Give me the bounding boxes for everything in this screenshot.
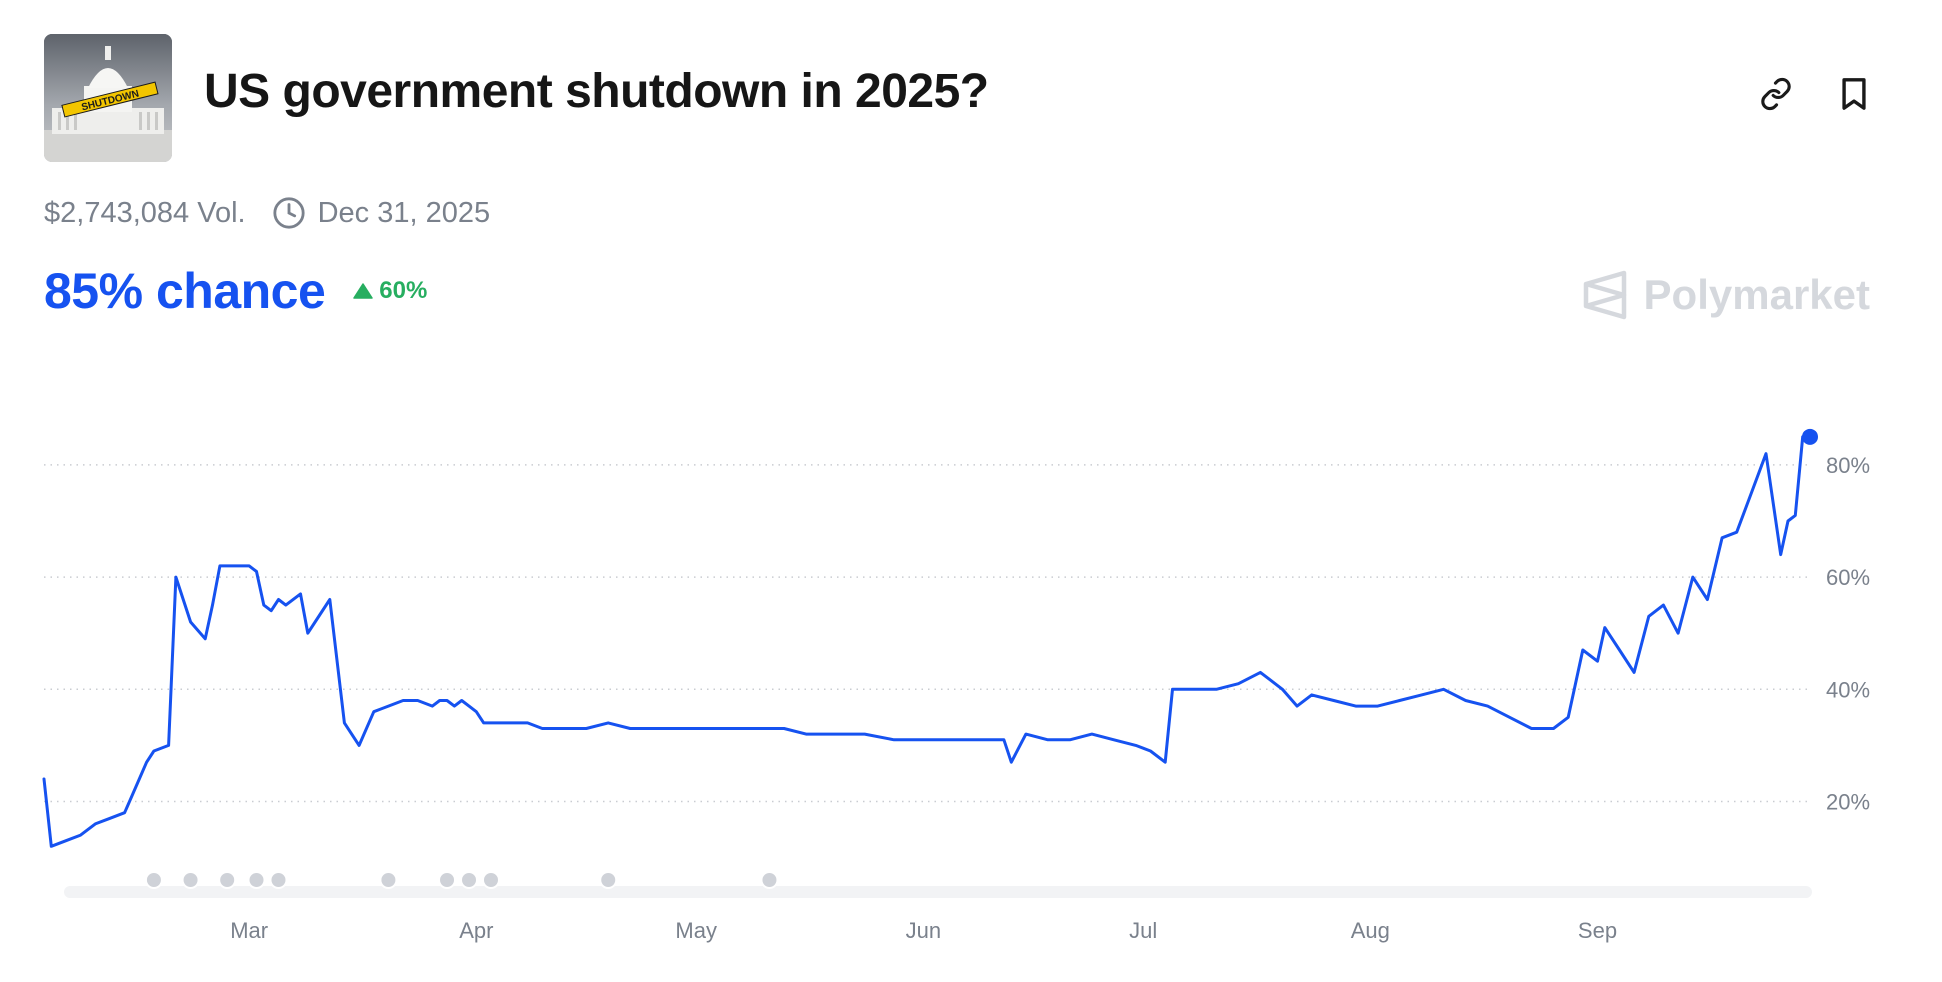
x-tick-label: Apr [459,918,493,943]
series-line [42,435,1812,848]
event-marker [218,871,237,889]
event-marker [438,871,457,889]
event-marker [144,871,163,889]
bookmark-button[interactable] [1834,74,1874,114]
triangle-up-icon [353,283,374,299]
market-meta: $2,743,084 Vol. Dec 31, 2025 [44,196,490,230]
x-tick-label: Sep [1578,918,1617,943]
x-tick-label: May [675,918,717,943]
capitol-image-icon: SHUTDOWN [44,34,172,162]
polymarket-logo-icon [1583,270,1626,320]
market-thumbnail: SHUTDOWN [44,34,172,162]
event-marker [599,871,618,889]
y-tick-label: 40% [1826,677,1870,702]
event-marker [460,871,479,889]
event-marker [247,871,266,889]
change-value: 60% [379,277,428,304]
header-actions [1756,74,1874,114]
end-date-label: Dec 31, 2025 [317,196,491,229]
link-icon [1761,77,1791,111]
market-title: US government shutdown in 2025? [204,65,989,118]
event-marker [760,871,779,889]
event-marker [481,871,500,889]
event-marker [379,871,398,889]
change-badge: 60% [353,277,427,305]
timeline-track [64,886,1812,898]
y-tick-label: 80% [1826,453,1870,478]
bookmark-icon [1842,78,1866,110]
x-tick-label: Jun [906,918,941,943]
x-tick-label: Aug [1351,918,1390,943]
volume-label: $2,743,084 Vol. [44,196,246,229]
market-header: SHUTDOWN US government shutdown in 2025? [44,34,1898,162]
clock-icon [272,197,305,229]
event-marker [181,871,200,889]
chance-row: 85% chance 60% [44,262,427,320]
x-tick-label: Jul [1129,918,1157,943]
event-marker [269,871,288,889]
current-value-dot [1802,428,1818,445]
y-tick-label: 60% [1826,565,1870,590]
brand-name: Polymarket [1643,271,1870,318]
x-tick-label: Mar [230,918,268,943]
polymarket-watermark: Polymarket [1582,270,1870,320]
y-tick-label: 20% [1826,789,1870,814]
copy-link-button[interactable] [1756,74,1796,114]
chance-value: 85% chance [44,263,326,319]
